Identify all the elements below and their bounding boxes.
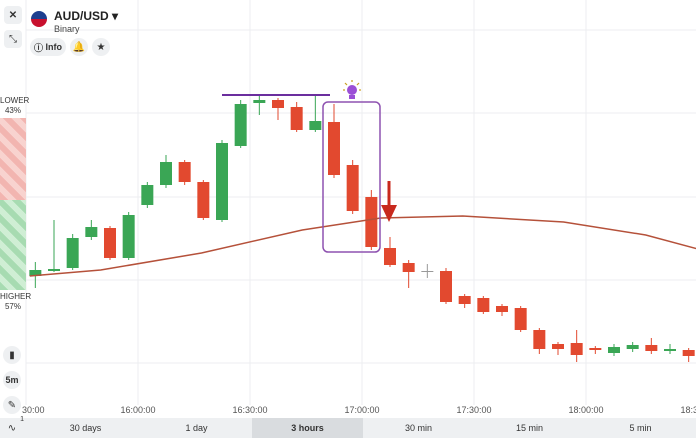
lower-label: LOWER <box>0 96 30 105</box>
candle-body <box>272 100 284 108</box>
higher-sentiment: HIGHER 57% <box>0 292 32 312</box>
candle-body <box>160 162 172 185</box>
candle-body <box>402 263 415 272</box>
x-tick-label: 17:00:00 <box>344 405 379 415</box>
candle-body <box>552 344 564 349</box>
candle-body <box>570 343 583 355</box>
period-tab[interactable]: 3 hours <box>252 418 363 438</box>
indicator-button[interactable]: ∿ 1 <box>3 416 24 436</box>
period-tab[interactable]: 30 days <box>69 423 102 433</box>
candle-body <box>29 270 42 276</box>
candle-body <box>290 107 303 130</box>
candle-body <box>496 306 508 312</box>
candle-body <box>328 122 340 175</box>
collapse-button[interactable]: ⤡ <box>4 30 22 48</box>
lower-sentiment: LOWER 43% <box>0 96 30 116</box>
info-button[interactable]: ⓘ Info <box>30 38 66 56</box>
period-tabs: 30 days 1 day 3 hours 30 min 15 min 5 min <box>30 418 696 438</box>
candle-body <box>216 143 228 220</box>
down-arrow <box>381 181 397 222</box>
candle-body <box>309 121 322 130</box>
draw-tool[interactable]: ▮ <box>3 346 21 364</box>
candle-body <box>533 330 546 349</box>
candle-body <box>421 271 434 272</box>
candle-body <box>122 215 135 258</box>
candle-body <box>253 100 266 103</box>
idea-icon <box>343 80 361 99</box>
timeframe-button[interactable]: 5m <box>3 371 21 389</box>
candle-body <box>48 269 60 271</box>
x-tick-label: 30:00 <box>22 405 45 415</box>
period-tab[interactable]: 5 min <box>629 423 652 433</box>
candle-body <box>85 227 98 237</box>
candle-body <box>234 104 247 146</box>
candle-body <box>178 162 191 182</box>
mode: Binary <box>54 24 80 34</box>
candle-body <box>477 298 490 312</box>
higher-strip[interactable] <box>0 200 26 290</box>
pen-tool[interactable]: ✎ <box>3 396 21 414</box>
candle-body <box>514 308 527 330</box>
x-tick-label: 16:30:00 <box>232 405 267 415</box>
candle-body <box>66 238 79 268</box>
candle-body <box>141 185 154 205</box>
x-tick-label: 17:30:00 <box>456 405 491 415</box>
x-tick-label: 18:3 <box>680 405 696 415</box>
candle-body <box>589 348 602 350</box>
candle-body <box>197 182 210 218</box>
flag-icon <box>31 11 47 27</box>
candle-body <box>458 296 471 304</box>
lower-strip[interactable] <box>0 118 26 200</box>
candle-body <box>346 165 359 211</box>
candle-body <box>104 228 116 258</box>
info-text: Info <box>45 42 63 52</box>
period-tab[interactable]: 30 min <box>404 423 432 433</box>
lower-value: 43% <box>4 106 21 115</box>
favorite-button[interactable]: ★ <box>92 38 110 56</box>
candle-body <box>626 345 639 349</box>
higher-value: 57% <box>4 302 21 311</box>
higher-label: HIGHER <box>0 292 32 301</box>
candle-body <box>384 248 396 265</box>
candle-body <box>645 345 658 351</box>
candle-body <box>664 349 676 351</box>
h-grid <box>26 29 696 364</box>
alert-button[interactable]: 🔔 <box>70 38 88 56</box>
symbol-text: AUD/USD <box>54 9 109 23</box>
highlight-box <box>322 101 381 253</box>
period-tab[interactable]: 15 min <box>515 423 543 433</box>
period-tab[interactable]: 1 day <box>185 423 208 433</box>
candle-body <box>682 350 695 356</box>
x-tick-label: 18:00:00 <box>568 405 603 415</box>
candle-body <box>365 197 378 247</box>
close-button[interactable]: ✕ <box>4 6 22 24</box>
badge: 1 <box>20 416 24 423</box>
candle-body <box>440 271 452 302</box>
x-tick-label: 16:00:00 <box>120 405 155 415</box>
symbol[interactable]: AUD/USD ▾ <box>54 9 119 23</box>
candle-body <box>608 347 620 353</box>
